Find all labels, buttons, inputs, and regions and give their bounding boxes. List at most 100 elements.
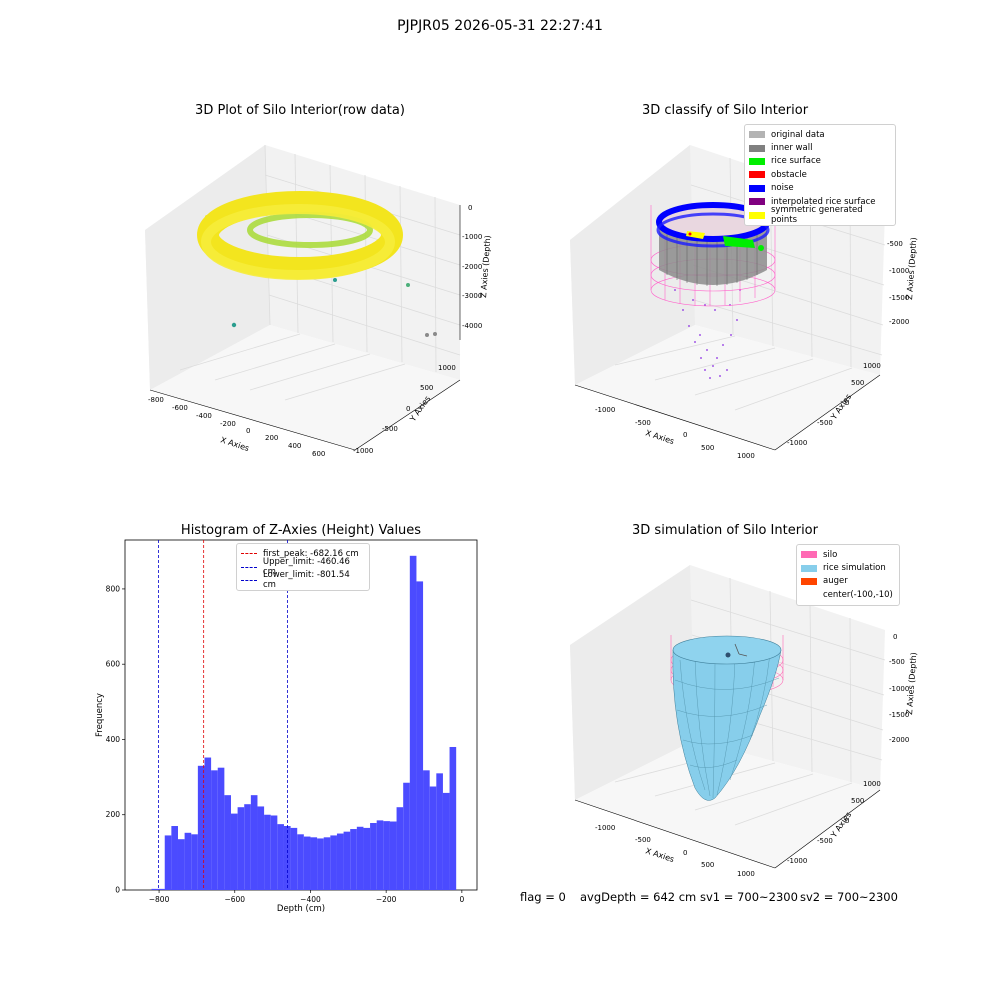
plot4-z-label: Z Axies (Depth)	[905, 652, 918, 715]
plot1-x-tick: 0	[246, 427, 250, 435]
legend-item: original data	[749, 128, 891, 141]
histogram-bar	[270, 815, 278, 890]
histogram-bar	[449, 746, 457, 890]
plot2-x-tick: 1000	[737, 452, 755, 460]
plot1-y-tick: 0	[406, 405, 410, 413]
footer-flag: flag = 0	[520, 890, 566, 904]
histogram-bar	[343, 831, 351, 890]
plot4-x-tick: -1000	[595, 824, 615, 832]
plot4-z-tick: -2000	[889, 736, 909, 744]
plot4-y-ticks: -1000 -500 0 500 1000	[787, 780, 881, 865]
histogram-bar	[303, 836, 311, 890]
histogram-bar	[436, 773, 443, 890]
plot4-z-tick: -1000	[889, 685, 909, 693]
plot2-y-tick: 0	[845, 399, 849, 407]
plot2-x-tick: -1000	[595, 406, 615, 414]
legend-item: first_peak: -682.16 cm	[241, 547, 365, 560]
legend-item: Lower_limit: -801.54 cm	[241, 570, 365, 590]
plot2-x-tick: 500	[701, 444, 714, 452]
legend-label: obstacle	[771, 169, 807, 180]
legend-label: center(-100,-10)	[823, 589, 893, 600]
legend-swatch	[241, 553, 257, 555]
plot4-x-tick: 0	[683, 849, 687, 857]
plot2-title: 3D classify of Silo Interior	[641, 103, 809, 118]
plot2-y-tick: -1000	[787, 439, 807, 447]
histogram-bar	[224, 795, 231, 890]
legend-item: rice simulation	[801, 561, 895, 574]
plot2-z-tick: -500	[887, 240, 903, 248]
legend-label: first_peak: -682.16 cm	[263, 548, 359, 559]
histogram-bar	[409, 555, 417, 890]
histogram-bar	[403, 782, 410, 890]
plot4-y-tick: 1000	[863, 780, 881, 788]
x-tick-label: −200	[376, 895, 397, 904]
legend-item: auger	[801, 575, 895, 588]
plot1-x-tick: -800	[148, 396, 164, 404]
plot4-auger	[725, 652, 731, 658]
plot1-title: 3D Plot of Silo Interior(row data)	[195, 103, 405, 118]
legend-label: rice simulation	[823, 563, 886, 574]
legend-swatch	[801, 577, 817, 585]
legend-swatch	[241, 566, 257, 568]
plot4-y-tick: 500	[851, 797, 864, 805]
footer-sv2: sv2 = 700~2300	[800, 890, 898, 904]
legend-label: Upper_limit: -460.46 cm	[262, 557, 350, 578]
plot2-z-ticks: -500 -1000 -1500 -2000	[887, 240, 909, 326]
plot1-floor-pane	[150, 325, 460, 450]
plot1-y-tick: 500	[420, 384, 433, 392]
legend-label: Lower_limit: -801.54 cm	[262, 570, 350, 591]
plot3-y-ticks: 0 200 400 600 800	[106, 584, 125, 895]
plot1-z-tick: -3000	[462, 292, 482, 300]
histogram-bar	[310, 837, 318, 890]
y-tick-label: 0	[115, 886, 120, 895]
plot4-y-tick: -1000	[787, 857, 807, 865]
plot1-z-tick: -4000	[462, 322, 482, 330]
plot2-x-label: X Axies	[644, 428, 675, 446]
plot2-rice-surface	[723, 236, 764, 251]
plot1-z-label: Z Axies (Depth)	[479, 235, 492, 298]
plot2-z-tick: -1000	[889, 267, 909, 275]
histogram-bar	[283, 826, 291, 890]
legend-swatch	[749, 184, 765, 192]
plot4-y-tick: -500	[817, 837, 833, 845]
histogram-bar	[330, 835, 337, 890]
plot2-z-label: Z Axies (Depth)	[905, 237, 918, 300]
histogram-bar	[197, 765, 205, 890]
plot3-vlines	[158, 540, 288, 890]
histogram-bar	[290, 827, 298, 890]
histogram-bar	[171, 826, 178, 890]
histogram-bar	[277, 824, 284, 890]
plot1-x-tick: -200	[220, 420, 236, 428]
plot2-y-tick: -500	[817, 419, 833, 427]
histogram-bar	[356, 826, 364, 890]
histogram-bar	[151, 888, 159, 890]
legend-label: symmetric generated points	[770, 205, 863, 226]
histogram-bar	[317, 838, 324, 890]
legend-label: interpolated rice surface	[771, 196, 876, 207]
plot4-title: 3D simulation of Silo Interior	[632, 523, 818, 538]
plot1-x-ticks: -800 -600 -400 -200 0 200 400 600	[148, 396, 325, 458]
histogram-bar	[230, 813, 238, 890]
legend-label: original data	[771, 129, 825, 140]
legend-item: inner wall	[749, 141, 891, 154]
histogram-bar	[244, 804, 251, 890]
legend-swatch	[801, 564, 817, 572]
plot2-z-tick: -1500	[889, 294, 909, 302]
plot4-x-tick: 1000	[737, 870, 755, 878]
plot1-3d-scatter: -800 -600 -400 -200 0 200 400 600 X Axie…	[145, 144, 492, 458]
legend-item: rice surface	[749, 155, 891, 168]
histogram-bar	[237, 807, 245, 890]
plot2-y-tick: 1000	[863, 362, 881, 370]
plot1-z-ticks: 0 -1000 -2000 -3000 -4000	[462, 204, 482, 330]
x-tick-label: −400	[300, 895, 321, 904]
histogram-bar	[350, 829, 357, 890]
histogram-bar	[204, 757, 212, 890]
plot1-x-tick: -600	[172, 404, 188, 412]
plot3-legend: first_peak: -682.16 cm Upper_limit: -460…	[236, 543, 370, 592]
plot1-y-tick: -500	[382, 425, 398, 433]
legend-label: auger	[823, 576, 848, 587]
x-tick-label: −800	[149, 895, 170, 904]
legend-item: silo	[801, 548, 895, 561]
plot2-obstacle	[688, 232, 692, 236]
legend-label: inner wall	[771, 143, 813, 154]
